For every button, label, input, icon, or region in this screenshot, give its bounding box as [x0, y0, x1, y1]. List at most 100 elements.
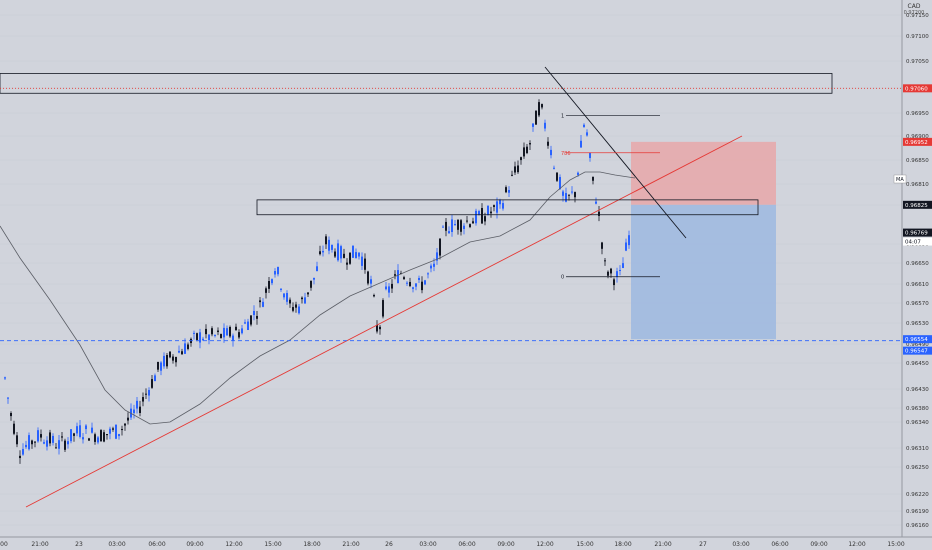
candle-body	[214, 335, 216, 337]
candle-body	[151, 379, 153, 388]
candle-body	[403, 277, 405, 280]
candle-body	[553, 167, 555, 169]
time-tick-label: 26	[385, 541, 393, 548]
candle-body	[49, 432, 51, 444]
candle-body	[85, 425, 87, 430]
time-tick-label: 18:00	[303, 541, 320, 548]
candle-body	[427, 273, 429, 275]
ma-tag-label: MA	[896, 177, 904, 183]
candle-body	[487, 205, 489, 215]
candle-body	[40, 434, 42, 438]
candle-body	[376, 324, 378, 332]
candle-body	[595, 201, 597, 204]
price-tick-label: 0.96430	[906, 387, 929, 393]
candle-body	[505, 187, 507, 193]
candle-body	[154, 375, 156, 382]
candle-body	[22, 448, 24, 455]
candle-body	[31, 440, 33, 445]
candle-body	[37, 430, 39, 442]
candle-body	[331, 244, 333, 250]
price-tag	[903, 84, 932, 93]
candle-body	[301, 297, 303, 300]
candle-body	[100, 430, 102, 442]
candle-body	[202, 338, 204, 341]
price-tick-label: 0.96160	[906, 523, 929, 529]
candle-body	[319, 251, 321, 255]
candle-body	[217, 330, 219, 332]
candle-body	[445, 221, 447, 231]
symbol-label: CAD	[908, 3, 921, 10]
price-tag-label: 0.97060	[905, 86, 928, 92]
candle-body	[28, 435, 30, 450]
candle-body	[496, 201, 498, 213]
candle-body	[547, 141, 549, 146]
moving-average-line	[0, 171, 636, 425]
candle-body	[43, 442, 45, 444]
candle-body	[442, 226, 444, 228]
candle-body	[229, 326, 231, 337]
time-tick-label: 03:00	[732, 541, 749, 548]
candle-body	[511, 174, 513, 176]
candle-body	[121, 428, 123, 431]
candle-body	[526, 146, 528, 154]
price-tag-label: 0.96554	[905, 337, 928, 343]
candle-body	[163, 355, 165, 367]
candle-body	[328, 239, 330, 251]
ma-tag	[893, 174, 907, 184]
candle-body	[352, 245, 354, 258]
time-tick-label: 12:00	[225, 541, 242, 548]
time-tick-label: 21:00	[342, 541, 359, 548]
candle-body	[535, 110, 537, 125]
candle-body	[544, 122, 546, 129]
candle-body	[406, 282, 408, 284]
candle-body	[136, 400, 138, 409]
price-tag-label: 04:07	[905, 240, 921, 246]
price-tag-label: 0.96547	[905, 349, 928, 355]
candle-body	[259, 300, 261, 303]
time-tick-label: 18:00	[614, 541, 631, 548]
price-tick-label: 0.96850	[906, 158, 929, 164]
candle-body	[598, 211, 600, 216]
candle-body	[421, 281, 423, 291]
candle-body	[67, 441, 69, 445]
candle-body	[271, 279, 273, 284]
price-tick-label: 0.96450	[906, 361, 929, 367]
candle-body	[106, 434, 108, 436]
candle-body	[355, 252, 357, 258]
candle-body	[499, 199, 501, 205]
candle-body	[457, 219, 459, 230]
candle-body	[193, 332, 195, 334]
candle-body	[565, 193, 567, 202]
candle-body	[196, 333, 198, 340]
candle-body	[619, 269, 621, 271]
candle-body	[589, 152, 591, 159]
candle-body	[385, 286, 387, 290]
candle-body	[343, 253, 345, 258]
price-axis-top-label: 0.97200	[904, 10, 925, 16]
candle-body	[220, 334, 222, 338]
stop-loss-zone	[631, 141, 776, 205]
candle-body	[625, 242, 627, 251]
candles	[4, 99, 630, 464]
candle-body	[454, 224, 456, 226]
candle-body	[7, 397, 9, 399]
candle-body	[418, 278, 420, 280]
candle-body	[94, 434, 96, 442]
price-tag-label: 0.96952	[905, 140, 928, 146]
candle-body	[577, 172, 579, 175]
price-tick-label: 0.97050	[906, 59, 929, 65]
candle-body	[64, 440, 66, 450]
candle-body	[448, 231, 450, 234]
candle-body	[118, 434, 120, 437]
price-tick-label: 0.96610	[906, 282, 929, 288]
candle-body	[289, 299, 291, 304]
candle-body	[604, 260, 606, 262]
candle-body	[115, 424, 117, 439]
candle-body	[187, 344, 189, 349]
candle-body	[346, 262, 348, 265]
candle-body	[379, 326, 381, 330]
candle-body	[199, 332, 201, 343]
price-tag	[903, 137, 932, 146]
candle-body	[586, 132, 588, 136]
